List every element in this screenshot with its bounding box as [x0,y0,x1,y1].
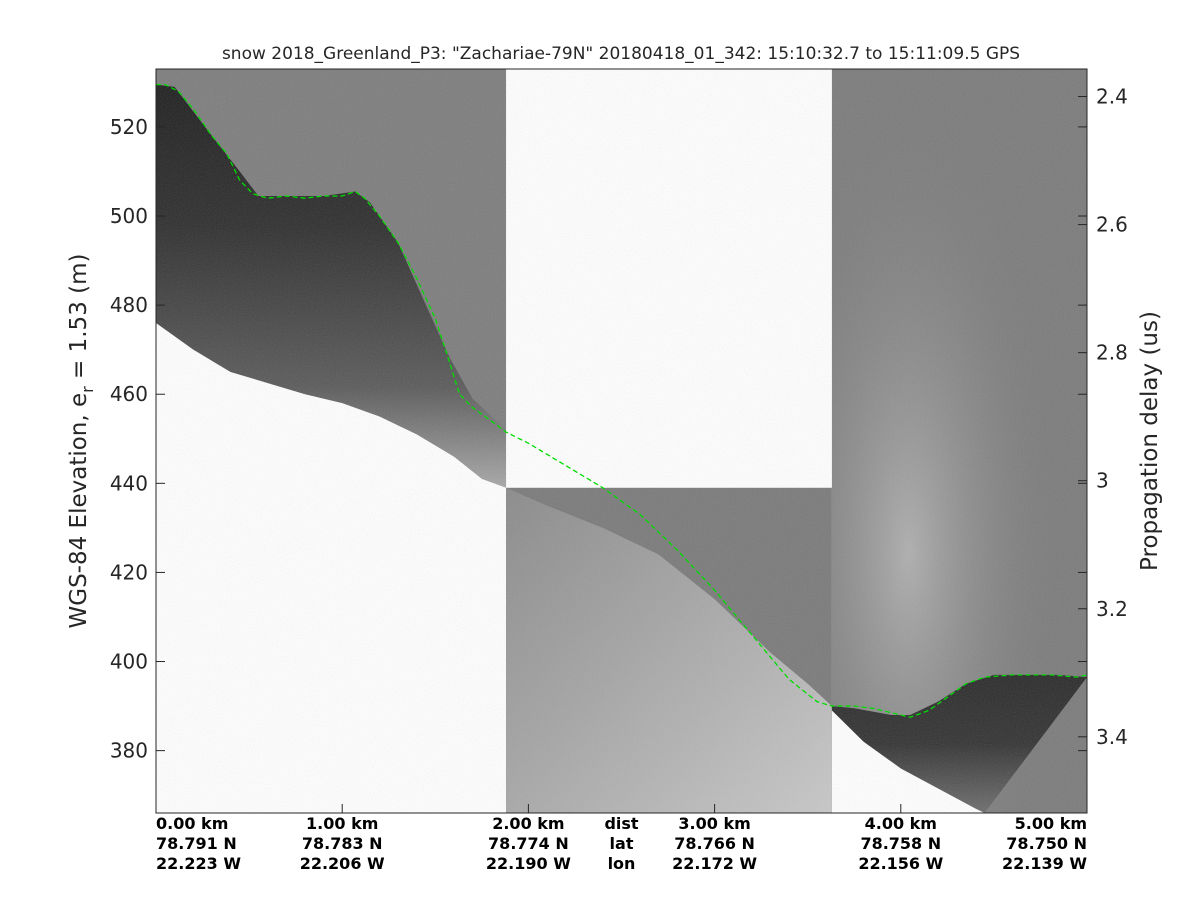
chart-title: snow 2018_Greenland_P3: "Zachariae-79N" … [222,44,1020,64]
x-tick-lat-label: 78.774 N [488,834,569,853]
surface-layer-line [156,83,1087,718]
plot-frame [155,68,1088,814]
echogram-segment-2-noise [506,69,832,813]
right-tick-label: 2.6 [1096,213,1128,237]
x-tick-lat-label: 78.758 N [860,834,941,853]
left-tick-label: 480 [110,293,148,317]
x-tick-lon-label: 22.190 W [486,854,571,873]
x-tick-dist-label: 1.00 km [306,814,378,833]
left-tick-label: 520 [110,115,148,139]
left-y-axis-label: WGS-84 Elevation, er = 1.53 (m) [66,253,97,628]
x-tick-dist-label: 5.00 km [1015,814,1087,833]
echogram-segment-3-noise [831,69,1087,813]
x-tick-dist-label: 0.00 km [156,814,228,833]
x-tick-lat-label: 78.750 N [1006,834,1087,853]
x-tick-lat-label: 78.783 N [302,834,383,853]
x-tick-lon-label: 22.139 W [1002,854,1087,873]
right-tick-label: 3.4 [1096,725,1128,749]
x-tick-dist-label: 2.00 km [492,814,564,833]
x-row-label-lat: lat [610,834,634,853]
x-row-label-dist: dist [604,814,638,833]
x-tick-lat-label: 78.791 N [156,834,237,853]
x-tick-lon-label: 22.206 W [300,854,385,873]
echogram-segment-1-noise [156,69,507,813]
x-tick-lat-label: 78.766 N [674,834,755,853]
x-tick-dist-label: 4.00 km [865,814,937,833]
right-y-axis-label: Propagation delay (us) [1137,311,1163,571]
x-row-label-lon: lon [608,854,636,873]
left-tick-label: 400 [110,650,148,674]
x-tick-lon-label: 22.172 W [672,854,757,873]
right-tick-label: 3 [1096,469,1109,493]
right-tick-label: 3.2 [1096,597,1128,621]
left-y-axis: 380 400 420 440 460 480 500 520 [110,115,1087,763]
left-tick-label: 420 [110,560,148,584]
right-tick-label: 2.8 [1096,341,1128,365]
left-tick-label: 380 [110,739,148,763]
left-tick-label: 440 [110,471,148,495]
x-tick-dist-label: 3.00 km [678,814,750,833]
x-tick-lon-label: 22.156 W [858,854,943,873]
left-tick-label: 500 [110,204,148,228]
left-tick-label: 460 [110,382,148,406]
right-y-axis: 2.4 2.6 2.8 3 3.2 3.4 [1078,85,1128,749]
x-tick-lon-label: 22.223 W [156,854,241,873]
right-tick-label: 2.4 [1096,85,1128,109]
plot-area [156,69,1087,813]
